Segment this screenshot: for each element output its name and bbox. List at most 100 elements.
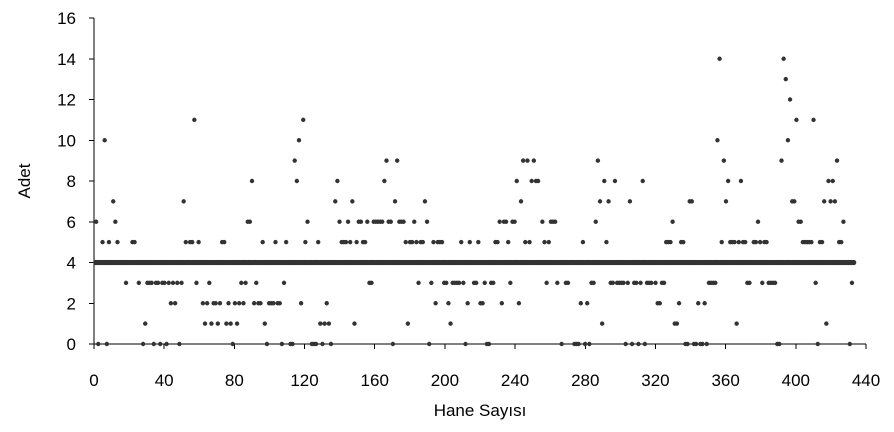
data-point — [634, 280, 639, 286]
data-point — [194, 280, 199, 286]
data-point — [593, 219, 598, 224]
data-point — [228, 321, 233, 326]
data-point — [599, 321, 605, 326]
data-point — [602, 178, 607, 184]
data-point — [100, 239, 105, 245]
data-point — [845, 260, 850, 265]
y-tick-label: 16 — [57, 9, 76, 28]
data-point — [597, 199, 603, 204]
data-point — [508, 280, 513, 286]
data-point — [209, 321, 214, 326]
data-point — [439, 239, 445, 245]
y-tick-label: 2 — [67, 294, 76, 313]
data-point — [104, 341, 110, 347]
data-point — [651, 260, 656, 265]
data-point — [642, 341, 648, 347]
data-point — [851, 259, 857, 266]
data-point — [260, 239, 265, 245]
data-point — [254, 280, 259, 286]
data-point — [612, 178, 618, 184]
data-point — [444, 280, 449, 286]
x-tick-label: 360 — [711, 371, 739, 390]
data-point — [115, 239, 120, 245]
x-tick-label: 80 — [225, 371, 244, 390]
data-point — [514, 178, 519, 184]
data-point — [542, 239, 547, 245]
data-point — [555, 280, 560, 286]
data-point — [506, 239, 511, 245]
data-point — [670, 219, 675, 224]
data-point — [570, 260, 575, 265]
data-point — [134, 260, 139, 265]
data-point — [292, 158, 297, 163]
data-point — [792, 199, 797, 204]
data-point — [111, 199, 116, 204]
data-point — [459, 239, 464, 245]
data-point — [305, 219, 310, 224]
data-point — [138, 260, 144, 265]
y-tick-label: 10 — [57, 131, 76, 150]
data-point — [190, 239, 195, 245]
data-point — [198, 260, 203, 265]
data-point — [258, 301, 263, 306]
data-point — [230, 341, 235, 347]
data-point — [587, 341, 592, 347]
data-point — [535, 178, 541, 184]
y-tick-label: 12 — [57, 91, 76, 110]
data-point — [98, 260, 103, 265]
data-point — [200, 301, 206, 306]
data-point — [623, 341, 628, 347]
data-point — [125, 260, 131, 265]
data-point — [273, 239, 278, 245]
data-point — [335, 178, 340, 184]
x-tick-label: 160 — [361, 371, 389, 390]
data-point — [715, 138, 720, 143]
data-point — [760, 280, 765, 286]
y-tick-label: 0 — [67, 335, 76, 354]
data-point — [809, 239, 814, 245]
data-point — [277, 301, 282, 306]
data-point — [674, 321, 680, 326]
data-point — [668, 239, 673, 245]
data-point — [559, 341, 564, 347]
data-point — [155, 280, 161, 286]
data-point — [343, 239, 349, 245]
data-point — [157, 341, 163, 347]
data-point — [834, 158, 840, 163]
data-point — [621, 280, 626, 286]
data-point — [424, 219, 430, 224]
data-point — [350, 199, 355, 204]
data-point — [283, 239, 289, 245]
data-point — [824, 321, 829, 326]
data-point — [629, 341, 635, 347]
data-point — [427, 341, 432, 347]
data-point — [538, 260, 543, 265]
data-point — [93, 219, 99, 224]
data-point — [465, 301, 470, 306]
data-point — [296, 138, 302, 143]
data-point — [392, 199, 398, 204]
data-point — [826, 178, 831, 184]
data-point — [401, 219, 406, 224]
data-point — [785, 138, 791, 143]
data-point — [578, 301, 584, 306]
data-point — [636, 341, 641, 347]
data-point — [247, 219, 253, 224]
data-point — [313, 341, 319, 347]
data-point — [117, 260, 122, 265]
data-point — [544, 280, 549, 286]
data-point — [561, 260, 566, 265]
data-point — [531, 158, 537, 163]
data-point — [403, 239, 408, 245]
data-point — [164, 341, 169, 347]
data-point — [239, 280, 244, 286]
data-point — [811, 117, 816, 123]
data-point — [149, 280, 154, 286]
data-point — [640, 178, 645, 184]
data-point — [625, 280, 630, 286]
data-point — [473, 280, 479, 286]
data-point — [849, 280, 855, 286]
x-tick-label: 240 — [501, 371, 529, 390]
data-point — [649, 280, 654, 286]
